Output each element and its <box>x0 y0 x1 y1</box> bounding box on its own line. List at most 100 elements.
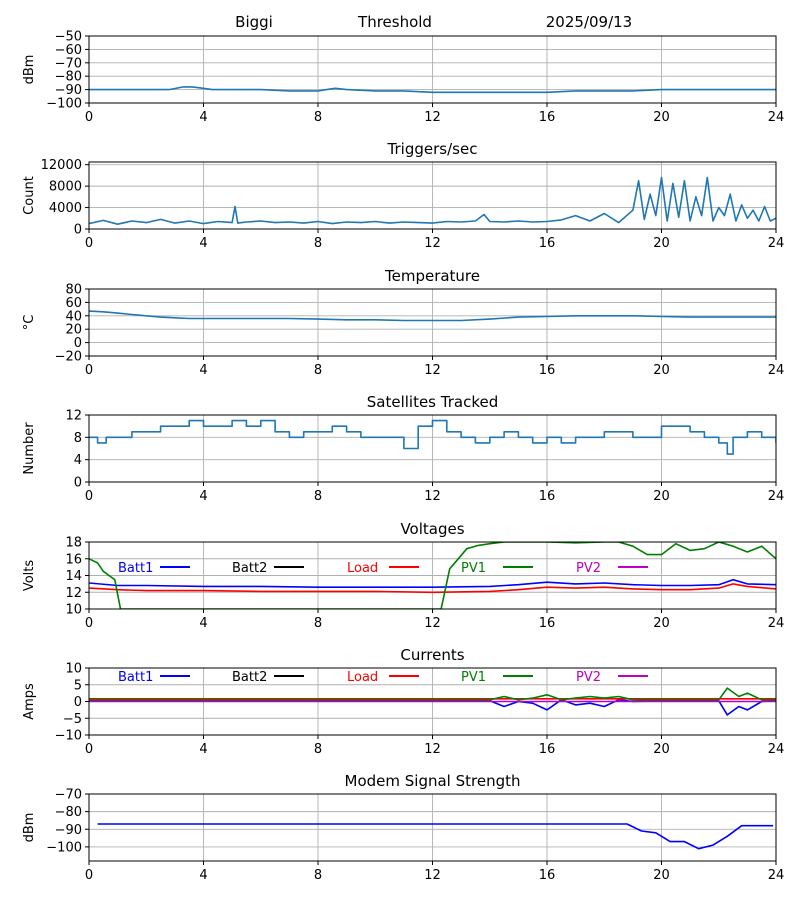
x-tick-label: 0 <box>85 236 93 251</box>
y-tick-label: −90 <box>55 823 82 838</box>
x-tick-label: 4 <box>199 363 207 378</box>
series-line-pv1 <box>89 687 776 701</box>
header-site: Biggi <box>235 13 273 31</box>
y-tick-label: 12 <box>65 409 82 424</box>
y-tick-label: 4 <box>74 453 82 468</box>
x-tick-label: 0 <box>85 363 93 378</box>
y-tick-label: −10 <box>55 729 82 744</box>
x-tick-label: 12 <box>424 110 441 125</box>
x-tick-label: 20 <box>653 742 670 757</box>
x-tick-label: 12 <box>424 489 441 504</box>
x-tick-label: 20 <box>653 489 670 504</box>
x-tick-label: 12 <box>424 742 441 757</box>
y-tick-label: 14 <box>65 569 82 584</box>
series-line-pv1 <box>89 542 776 609</box>
x-tick-label: 24 <box>768 363 785 378</box>
y-tick-label: −60 <box>55 43 82 58</box>
y-tick-label: −20 <box>55 350 82 365</box>
legend-label: PV2 <box>576 670 601 685</box>
x-tick-label: 20 <box>653 363 670 378</box>
x-tick-label: 12 <box>424 616 441 631</box>
x-tick-label: 16 <box>539 363 556 378</box>
chart-title: Triggers/sec <box>387 140 478 158</box>
y-tick-label: −70 <box>55 56 82 71</box>
x-tick-label: 16 <box>539 868 556 883</box>
legend-label: Load <box>347 670 378 685</box>
y-axis-label: Volts <box>22 560 37 592</box>
y-axis-label: Number <box>22 422 37 475</box>
y-tick-label: −5 <box>63 712 82 727</box>
y-tick-label: −100 <box>46 840 82 855</box>
y-tick-label: −90 <box>55 83 82 98</box>
y-tick-label: 20 <box>65 323 82 338</box>
chart-title: Voltages <box>400 520 464 538</box>
chart-panel-satellites: 0 4 8 12 16 20 24 0 4 8 12 Satellites Tracked Number <box>22 393 784 504</box>
legend-label: Load <box>347 561 378 576</box>
x-tick-label: 8 <box>314 489 322 504</box>
x-tick-label: 0 <box>85 868 93 883</box>
y-tick-label: −80 <box>55 70 82 85</box>
y-tick-label: 80 <box>65 283 82 298</box>
x-tick-label: 8 <box>314 363 322 378</box>
x-tick-label: 8 <box>314 868 322 883</box>
legend-label: PV2 <box>576 561 601 576</box>
x-tick-label: 12 <box>424 236 441 251</box>
x-tick-label: 8 <box>314 110 322 125</box>
x-tick-label: 4 <box>199 868 207 883</box>
chart-title: Currents <box>400 646 464 664</box>
series-line-temperature <box>89 310 776 322</box>
x-tick-label: 0 <box>85 742 93 757</box>
series-line-batt1 <box>89 578 776 589</box>
y-tick-label: 0 <box>74 336 82 351</box>
legend-label: Batt2 <box>232 670 267 685</box>
y-tick-label: −80 <box>55 805 82 820</box>
series-line-load <box>89 583 776 594</box>
y-tick-label: 18 <box>65 536 82 551</box>
x-tick-label: 16 <box>539 616 556 631</box>
y-tick-label: 40 <box>65 309 82 324</box>
y-tick-label: 16 <box>65 552 82 567</box>
x-tick-label: 0 <box>85 110 93 125</box>
header-date: 2025/09/13 <box>546 13 632 31</box>
x-tick-label: 4 <box>199 489 207 504</box>
y-tick-label: 8 <box>74 431 82 446</box>
x-tick-label: 12 <box>424 868 441 883</box>
legend-label: Batt1 <box>118 670 153 685</box>
legend-label: Batt1 <box>118 561 153 576</box>
chart-panel-threshold: 0 4 8 12 16 20 24 −100−90−80−70−60−50 dBm <box>22 30 784 126</box>
series-line-triggers <box>89 176 776 225</box>
y-tick-label: 10 <box>65 603 82 618</box>
chart-title: Modem Signal Strength <box>345 772 521 790</box>
y-tick-label: 60 <box>65 296 82 311</box>
y-tick-label: 4000 <box>49 201 82 216</box>
y-tick-label: −100 <box>46 97 82 112</box>
x-tick-label: 20 <box>653 110 670 125</box>
x-tick-label: 8 <box>314 236 322 251</box>
y-tick-label: 10 <box>65 662 82 677</box>
x-tick-label: 4 <box>199 616 207 631</box>
y-tick-label: 0 <box>74 695 82 710</box>
x-tick-label: 24 <box>768 110 785 125</box>
y-axis-label: dBm <box>22 55 37 85</box>
y-tick-label: 0 <box>74 476 82 491</box>
x-tick-label: 20 <box>653 236 670 251</box>
x-tick-label: 24 <box>768 236 785 251</box>
y-axis-label: dBm <box>22 813 37 843</box>
x-tick-label: 4 <box>199 236 207 251</box>
y-tick-label: 12000 <box>41 158 82 173</box>
series-line-modem <box>97 823 774 850</box>
x-tick-label: 20 <box>653 616 670 631</box>
chart-panel-modem: 0 4 8 12 16 20 24 −100 −90 −80 −70 Modem Signal Str… <box>22 772 784 883</box>
x-tick-label: 4 <box>199 742 207 757</box>
x-tick-label: 24 <box>768 616 785 631</box>
x-tick-label: 0 <box>85 489 93 504</box>
chart-title: Temperature <box>384 267 480 285</box>
series-line-threshold <box>89 86 776 94</box>
x-tick-label: 24 <box>768 742 785 757</box>
y-tick-label: −50 <box>55 30 82 45</box>
chart-title: Satellites Tracked <box>367 393 498 411</box>
